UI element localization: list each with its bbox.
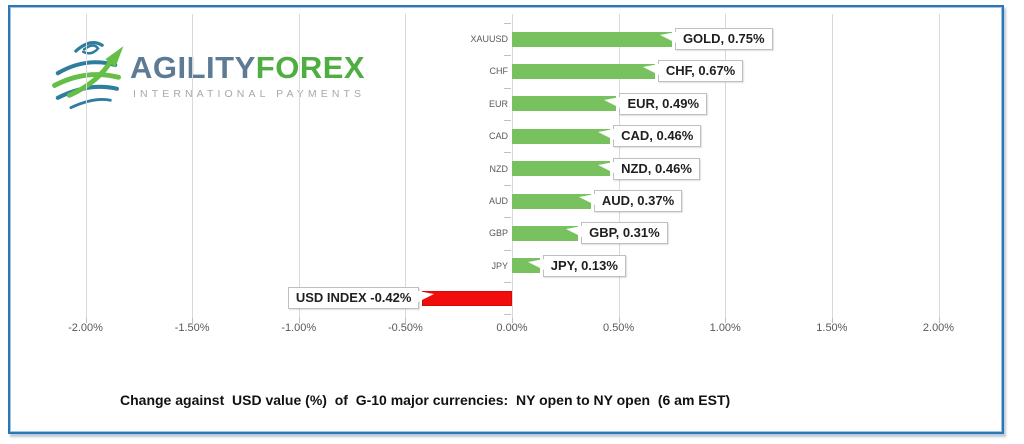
x-axis-tick bbox=[725, 318, 727, 323]
category-label-xauusd: XAUUSD bbox=[470, 34, 508, 44]
gridline bbox=[298, 14, 300, 318]
x-axis-tick bbox=[618, 318, 620, 323]
x-axis-tick bbox=[831, 318, 833, 323]
chart-outer-frame bbox=[8, 5, 1004, 434]
category-axis-tick bbox=[504, 217, 511, 219]
category-axis-tick bbox=[504, 55, 511, 57]
callout-pointer bbox=[418, 291, 435, 303]
callout-pointer bbox=[642, 64, 659, 76]
brand-wordmark: AGILITYFOREX bbox=[130, 50, 365, 86]
category-label-gbp: GBP bbox=[488, 228, 508, 239]
bar-row-nzd: NZD, 0.46% bbox=[512, 157, 700, 181]
gridline bbox=[938, 14, 940, 318]
data-label-text: GBP, 0.31% bbox=[589, 225, 660, 241]
bar-nzd bbox=[512, 161, 611, 177]
category-label-aud: AUD bbox=[488, 196, 508, 206]
data-label-callout: CAD, 0.46% bbox=[598, 125, 702, 148]
x-axis-label: -2.00% bbox=[68, 322, 103, 334]
x-axis-tick bbox=[298, 318, 300, 323]
data-label-callout: GOLD, 0.75% bbox=[659, 28, 773, 50]
callout-pointer bbox=[578, 194, 595, 205]
x-axis-label: 0.00% bbox=[496, 322, 528, 334]
agilityforex-logo: AGILITYFOREX INTERNATIONAL PAYMENTS bbox=[48, 32, 365, 112]
bar-gbp bbox=[512, 225, 579, 241]
bar-row-jpy: JPY, 0.13% bbox=[512, 254, 626, 278]
x-axis-label: 0.50% bbox=[603, 322, 635, 334]
data-label-callout: NZD, 0.46% bbox=[598, 157, 700, 180]
x-axis-label: -1.50% bbox=[174, 322, 210, 334]
category-label-eur: EUR bbox=[488, 98, 508, 109]
category-axis-tick bbox=[504, 152, 511, 154]
category-label-cad: CAD bbox=[488, 131, 508, 142]
bar-row-aud: AUD, 0.37% bbox=[512, 189, 683, 213]
bar-row-usd-index: USD INDEX -0.42% bbox=[287, 286, 512, 310]
gridline bbox=[192, 14, 194, 318]
data-label-text: USD INDEX -0.42% bbox=[295, 290, 412, 306]
x-axis-label: -0.50% bbox=[387, 322, 423, 334]
callout-pointer bbox=[566, 226, 583, 238]
category-label-nzd: NZD bbox=[489, 163, 509, 174]
category-axis-tick bbox=[504, 314, 511, 316]
data-label-text: JPY, 0.13% bbox=[550, 257, 618, 273]
data-label-text: CHF, 0.67% bbox=[665, 63, 736, 79]
category-axis-tick bbox=[504, 87, 511, 89]
data-label-text: CAD, 0.46% bbox=[621, 128, 694, 144]
bar-row-cad: CAD, 0.46% bbox=[512, 124, 702, 148]
category-axis-tick bbox=[504, 282, 511, 283]
category-axis-tick bbox=[504, 249, 511, 251]
data-label-callout: JPY, 0.13% bbox=[527, 254, 626, 277]
x-axis-tick bbox=[405, 318, 407, 323]
bar-row-eur: EUR, 0.49% bbox=[512, 92, 708, 116]
bar-eur bbox=[512, 96, 617, 112]
data-label-text: EUR, 0.49% bbox=[627, 95, 700, 111]
data-label-text: AUD, 0.37% bbox=[601, 193, 675, 208]
callout-pointer bbox=[527, 258, 544, 270]
category-axis-tick bbox=[504, 22, 511, 24]
bar-cad bbox=[512, 128, 611, 144]
data-label-callout: CHF, 0.67% bbox=[642, 60, 744, 83]
gridline bbox=[831, 14, 833, 318]
category-label-jpy: JPY bbox=[491, 260, 508, 271]
chart-title: Change against USD value (%) of G-10 maj… bbox=[120, 392, 731, 408]
category-axis-tick bbox=[504, 120, 511, 121]
data-label-text: NZD, 0.46% bbox=[621, 160, 692, 176]
bar-usd-index bbox=[422, 290, 512, 306]
gridline bbox=[725, 14, 727, 318]
x-axis-tick bbox=[938, 318, 940, 323]
bar-aud bbox=[512, 193, 591, 209]
brand-tagline: INTERNATIONAL PAYMENTS bbox=[133, 88, 366, 100]
x-axis-tick bbox=[192, 318, 194, 323]
category-axis-tick bbox=[504, 184, 511, 186]
x-axis-label: 2.00% bbox=[922, 322, 955, 334]
data-label-callout: AUD, 0.37% bbox=[578, 190, 683, 212]
bar-row-gbp: GBP, 0.31% bbox=[512, 221, 668, 245]
callout-pointer bbox=[604, 96, 621, 108]
x-axis-tick bbox=[512, 318, 513, 323]
x-axis-tick bbox=[85, 318, 87, 323]
bar-chf bbox=[512, 63, 655, 79]
globe-arrow-logo-icon bbox=[52, 41, 124, 110]
data-label-callout: GBP, 0.31% bbox=[566, 222, 668, 245]
x-axis-label: -1.00% bbox=[281, 322, 317, 334]
bar-row-gold: GOLD, 0.75% bbox=[512, 27, 773, 51]
bar-row-chf: CHF, 0.67% bbox=[512, 59, 744, 83]
category-label-chf: CHF bbox=[489, 66, 509, 77]
callout-pointer bbox=[598, 161, 615, 173]
brand-forex: FOREX bbox=[255, 50, 366, 85]
bar-gold bbox=[512, 31, 672, 47]
gridline bbox=[85, 14, 87, 318]
x-axis-label: 1.50% bbox=[816, 322, 848, 334]
gridline bbox=[405, 14, 407, 318]
data-label-callout: USD INDEX -0.42% bbox=[287, 287, 435, 310]
callout-pointer bbox=[659, 32, 676, 43]
data-label-text: GOLD, 0.75% bbox=[682, 31, 765, 46]
x-axis-label: 1.00% bbox=[709, 322, 741, 334]
data-label-callout: EUR, 0.49% bbox=[604, 92, 708, 115]
callout-pointer bbox=[598, 129, 615, 141]
